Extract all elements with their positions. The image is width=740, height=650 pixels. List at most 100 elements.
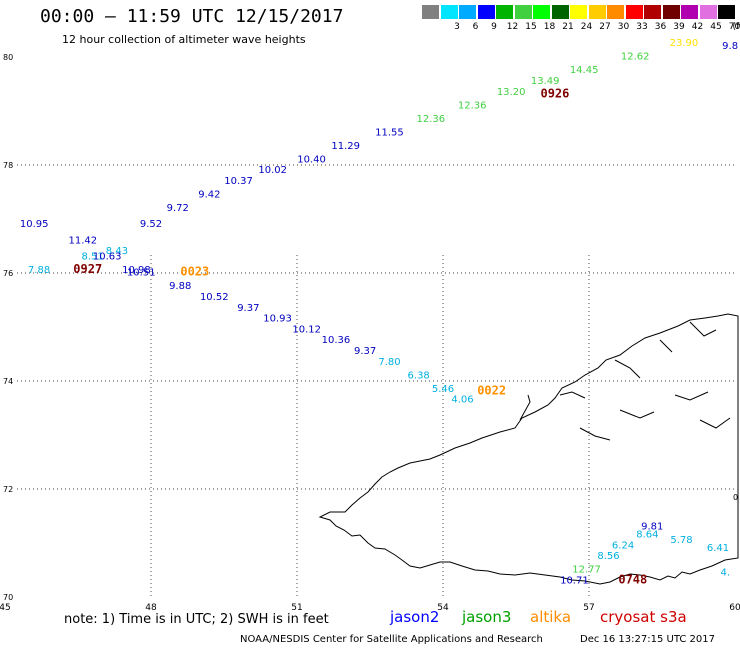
satellite-legend-item: jason2 xyxy=(390,608,440,626)
colorbar-tick-label: 6 xyxy=(472,22,479,32)
colorbar-swatch xyxy=(662,5,680,19)
wave-height-label: 12.36 xyxy=(458,100,487,111)
colorbar-tick-label: 42 xyxy=(691,22,704,32)
right-edge-label: 0 xyxy=(733,493,738,502)
pass-time-label: 0748 xyxy=(618,573,647,587)
wave-height-label: 10.37 xyxy=(224,176,253,187)
wave-height-label: 9.37 xyxy=(354,346,376,357)
chart-subtitle: 12 hour collection of altimeter wave hei… xyxy=(62,33,306,46)
wave-height-label: 12.77 xyxy=(572,565,601,576)
wave-height-label: 10.98 xyxy=(122,265,151,276)
colorbar-swatch xyxy=(477,5,495,19)
wave-height-label: 12.36 xyxy=(417,114,446,125)
wave-height-label: 10.63 xyxy=(93,252,122,263)
wave-height-label: 6.24 xyxy=(612,540,634,551)
wave-height-label: 14.45 xyxy=(570,65,599,76)
wave-height-label: 11.29 xyxy=(331,141,360,152)
colorbar-swatch xyxy=(514,5,532,19)
colorbar-swatch xyxy=(570,5,587,19)
chart-title: 00:00 – 11:59 UTC 12/15/2017 xyxy=(40,6,344,27)
wave-height-label: 9.37 xyxy=(237,303,259,314)
colorbar-swatch xyxy=(440,5,458,19)
wave-height-label: 11.55 xyxy=(375,127,404,138)
colorbar-swatch xyxy=(496,5,513,19)
wave-height-label: 9.42 xyxy=(198,189,220,200)
wave-height-label: 11.42 xyxy=(69,235,98,246)
colorbar-tick-label: 70 xyxy=(728,22,740,32)
wave-height-label: 9.72 xyxy=(167,203,189,214)
x-tick-label: 60 xyxy=(729,603,740,613)
wave-height-label: 8.51 xyxy=(81,252,103,263)
y-tick-label: 74 xyxy=(3,377,13,386)
coastline-path xyxy=(318,313,739,585)
wave-height-label: 10.36 xyxy=(322,335,351,346)
wave-height-label: 9.81 xyxy=(641,522,663,533)
wave-height-label: 9.8 xyxy=(722,41,738,52)
wave-height-label: 10.51 xyxy=(127,268,156,279)
generated-timestamp: Dec 16 13:27:15 UTC 2017 xyxy=(580,634,715,645)
colorbar-swatch xyxy=(551,5,569,19)
credit-line: NOAA/NESDIS Center for Satellite Applica… xyxy=(240,634,543,645)
colorbar-tick-label: 9 xyxy=(491,22,497,32)
satellite-legend-item: cryosat s3a xyxy=(600,608,687,626)
wave-height-label: 5.78 xyxy=(670,535,692,546)
colorbar-swatch xyxy=(699,5,717,19)
wave-height-label: 8.43 xyxy=(106,246,128,257)
satellite-legend-item: jason3 xyxy=(462,608,512,626)
y-tick-label: 76 xyxy=(3,269,13,278)
satellite-legend-item: altika xyxy=(530,608,572,626)
colorbar-swatch xyxy=(459,5,476,19)
y-tick-label: 78 xyxy=(3,161,13,170)
y-tick-label: 72 xyxy=(3,485,13,494)
colorbar-tick-label: 30 xyxy=(617,22,630,32)
wave-height-label: 10.93 xyxy=(263,314,292,325)
colorbar-tick-label: 15 xyxy=(525,22,537,32)
wave-height-label: 6.38 xyxy=(408,370,430,381)
pass-time-label: 0023 xyxy=(180,265,209,279)
colorbar-swatch xyxy=(422,5,439,19)
colorbar-swatch xyxy=(588,5,606,19)
coastline-inlets xyxy=(519,321,731,441)
wave-height-label: 7.88 xyxy=(28,265,50,276)
colorbar-swatch xyxy=(681,5,698,19)
wave-height-label: 10.12 xyxy=(292,324,321,335)
colorbar-tick-label: 36 xyxy=(654,22,667,32)
x-tick-label: 54 xyxy=(437,603,449,613)
colorbar-unit: (ft) xyxy=(732,22,740,32)
wave-height-label: 6.41 xyxy=(707,543,729,554)
wave-height-label: 10.52 xyxy=(200,292,229,303)
x-tick-label: 57 xyxy=(583,603,594,613)
coastline-greenland xyxy=(318,313,739,585)
colorbar-tick-label: 24 xyxy=(580,22,593,32)
wave-height-label: 9.52 xyxy=(140,219,162,230)
wave-height-label: 4. xyxy=(720,567,730,578)
colorbar-tick-label: 12 xyxy=(506,22,519,32)
wave-height-label: 13.49 xyxy=(531,76,560,87)
pass-time-labels: 0927 0023 0926 0022 0748 xyxy=(73,87,647,587)
colorbar-tick-label: 33 xyxy=(636,22,648,32)
wave-height-label: 8.64 xyxy=(636,530,658,541)
wave-height-label: 5.46 xyxy=(432,384,454,395)
colorbar-swatch xyxy=(625,5,643,19)
colorbar-swatch xyxy=(644,5,661,19)
x-tick-label: 48 xyxy=(145,603,157,613)
colorbar-tick-label: 3 xyxy=(454,22,460,32)
pass-time-label: 0927 xyxy=(73,262,102,276)
wave-height-label: 12.62 xyxy=(621,52,650,63)
colorbar-tick-label: 18 xyxy=(543,22,556,32)
colorbar-swatch xyxy=(718,5,735,19)
x-tick-label: 51 xyxy=(291,603,302,613)
wave-height-label: 23.90 xyxy=(670,38,699,49)
colorbar-tick-label: 39 xyxy=(673,22,685,32)
footnote: note: 1) Time is in UTC; 2) SWH is in fe… xyxy=(64,612,329,627)
y-tick-label: 70 xyxy=(3,593,13,602)
colorbar-tick-label: 21 xyxy=(562,22,574,32)
wave-height-label: 4.06 xyxy=(451,395,473,406)
y-tick-label: 80 xyxy=(3,53,13,62)
pass-time-label: 0022 xyxy=(477,384,506,398)
wave-height-label: 10.71 xyxy=(560,576,589,587)
pass-time-label: 0926 xyxy=(540,87,569,101)
wave-height-label: 10.95 xyxy=(20,219,49,230)
